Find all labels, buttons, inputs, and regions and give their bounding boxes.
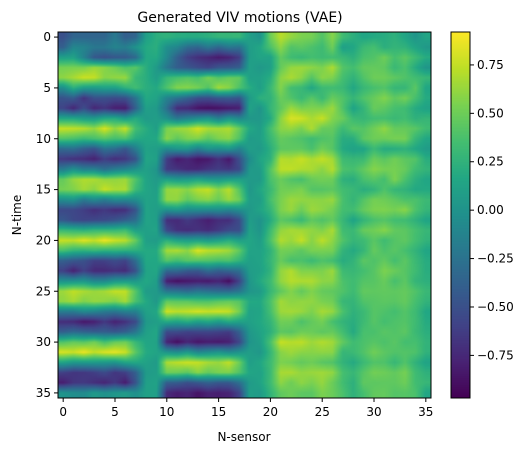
y-tick-label: 15 [36, 183, 51, 197]
x-tick-label: 30 [366, 405, 381, 419]
x-tick-label: 0 [59, 405, 67, 419]
colorbar-ticks: 0.75 0.50 0.25 0.00 −0.25 −0.50 −0.75 [470, 58, 514, 362]
colorbar-tick-label: −0.25 [477, 252, 514, 266]
y-tick-label: 10 [36, 132, 51, 146]
x-tick-label: 10 [159, 405, 174, 419]
colorbar-frame [450, 31, 471, 399]
x-tick-label: 15 [211, 405, 226, 419]
colorbar-tick-label: 0.75 [477, 58, 504, 72]
x-tick-label: 20 [263, 405, 278, 419]
x-axis-label: N-sensor [217, 430, 270, 444]
heatmap-image [58, 32, 431, 398]
colorbar-image [451, 32, 470, 398]
colorbar-tick-label: −0.50 [477, 300, 514, 314]
y-axis-label: N-time [10, 195, 24, 235]
x-tick-label: 5 [111, 405, 119, 419]
y-tick-label: 5 [43, 81, 51, 95]
chart-title: Generated VIV motions (VAE) [137, 10, 342, 26]
x-axis-ticks: 0 5 10 15 20 25 30 35 [59, 398, 433, 419]
y-tick-label: 30 [36, 335, 51, 349]
y-tick-label: 0 [43, 30, 51, 44]
colorbar-tick-label: 0.50 [477, 106, 504, 120]
y-tick-label: 35 [36, 386, 51, 400]
colorbar-tick-label: −0.75 [477, 348, 514, 362]
y-tick-label: 25 [36, 284, 51, 298]
colorbar-tick-label: 0.25 [477, 155, 504, 169]
x-tick-label: 35 [418, 405, 433, 419]
x-tick-label: 25 [315, 405, 330, 419]
y-axis-ticks: 0 5 10 15 20 25 30 35 [36, 30, 58, 400]
colorbar-tick-label: 0.00 [477, 203, 504, 217]
y-tick-label: 20 [36, 233, 51, 247]
plot-frame [57, 31, 432, 399]
